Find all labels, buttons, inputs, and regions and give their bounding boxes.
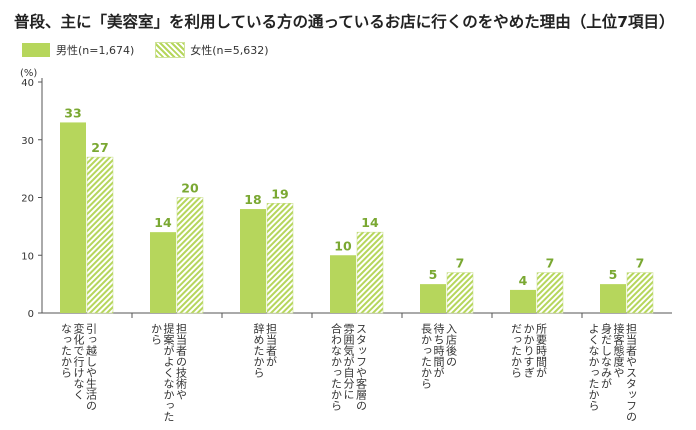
bar-female: [176, 197, 204, 314]
legend-item-female: 女性(n=5,632): [155, 42, 269, 58]
value-label-female: 19: [271, 186, 288, 201]
x-category-label-line: だったから: [510, 323, 523, 378]
value-label-male: 18: [244, 192, 261, 207]
value-label-male: 5: [429, 267, 438, 282]
bar-female: [356, 231, 384, 314]
y-tick-label: 20: [21, 194, 34, 205]
bar-male: [150, 232, 176, 313]
bar-male: [600, 284, 626, 313]
bar-male: [330, 255, 356, 313]
value-label-female: 27: [91, 140, 108, 155]
value-label-female: 20: [181, 181, 199, 196]
y-tick-label: 30: [21, 136, 34, 147]
y-tick-label: 10: [21, 251, 34, 262]
legend-swatch-male: [22, 43, 50, 57]
value-label-female: 14: [361, 215, 379, 230]
value-label-female: 7: [636, 256, 645, 271]
bar-male: [510, 289, 536, 313]
value-label-male: 5: [609, 267, 618, 282]
y-unit-label: (%): [20, 68, 37, 79]
x-category-label-line: 身だしなみが: [600, 322, 613, 389]
legend-item-male: 男性(n=1,674): [22, 42, 134, 58]
x-category-label-line: なったから: [60, 323, 73, 378]
legend-swatch-female: [155, 42, 186, 58]
x-category-label-line: 変化で行けなく: [72, 322, 85, 400]
y-tick-label: 0: [28, 309, 34, 320]
legend: 男性(n=1,674) 女性(n=5,632): [22, 42, 291, 58]
x-category-label-line: よくなかったから: [587, 323, 600, 411]
bar-female: [86, 156, 114, 314]
legend-label-female: 女性(n=5,632): [190, 44, 269, 57]
bar-male: [240, 209, 266, 313]
value-label-female: 7: [546, 256, 555, 271]
x-category-label-line: 所要時間が: [535, 323, 548, 378]
legend-label-male: 男性(n=1,674): [56, 44, 135, 57]
x-category-label-line: 担当者やスタッフの: [625, 322, 638, 422]
bar-female: [626, 272, 654, 314]
x-category-label-line: 接客態度や: [612, 323, 625, 378]
value-label-male: 14: [154, 215, 172, 230]
bar-female: [266, 203, 294, 314]
x-category-label-line: 引っ越しや生活の: [85, 322, 98, 411]
value-label-female: 7: [456, 256, 465, 271]
x-category-label-line: 雰囲気が自分に: [342, 323, 355, 400]
bar-male: [60, 122, 86, 313]
value-label-male: 33: [64, 105, 81, 120]
bar-female: [536, 272, 564, 314]
x-category-label-line: 担当者が: [265, 322, 278, 367]
x-category-label-line: 合わなかったから: [330, 322, 343, 411]
x-category-label-line: 入店後の: [445, 323, 458, 367]
x-category-label-line: から: [150, 323, 163, 345]
x-category-label-line: 辞めたから: [252, 322, 265, 378]
chart-title: 普段、主に「美容室」を利用している方の通っているお店に行くのをやめた理由（上位7…: [14, 13, 675, 31]
x-category-label-line: スタッフや客層の: [355, 323, 368, 411]
value-label-male: 4: [519, 273, 528, 288]
value-label-male: 10: [334, 238, 352, 253]
x-category-label-line: 長かったから: [420, 323, 433, 389]
y-tick-label: 40: [21, 78, 34, 89]
bar-male: [420, 284, 446, 313]
x-category-label-line: かかりすぎ: [522, 323, 535, 378]
x-category-label-line: 提案がよくなかった: [162, 323, 175, 422]
x-category-label-line: 担当者の技術や: [175, 322, 188, 400]
bar-female: [446, 272, 474, 314]
x-category-label-line: 待ち時間が: [432, 322, 445, 378]
